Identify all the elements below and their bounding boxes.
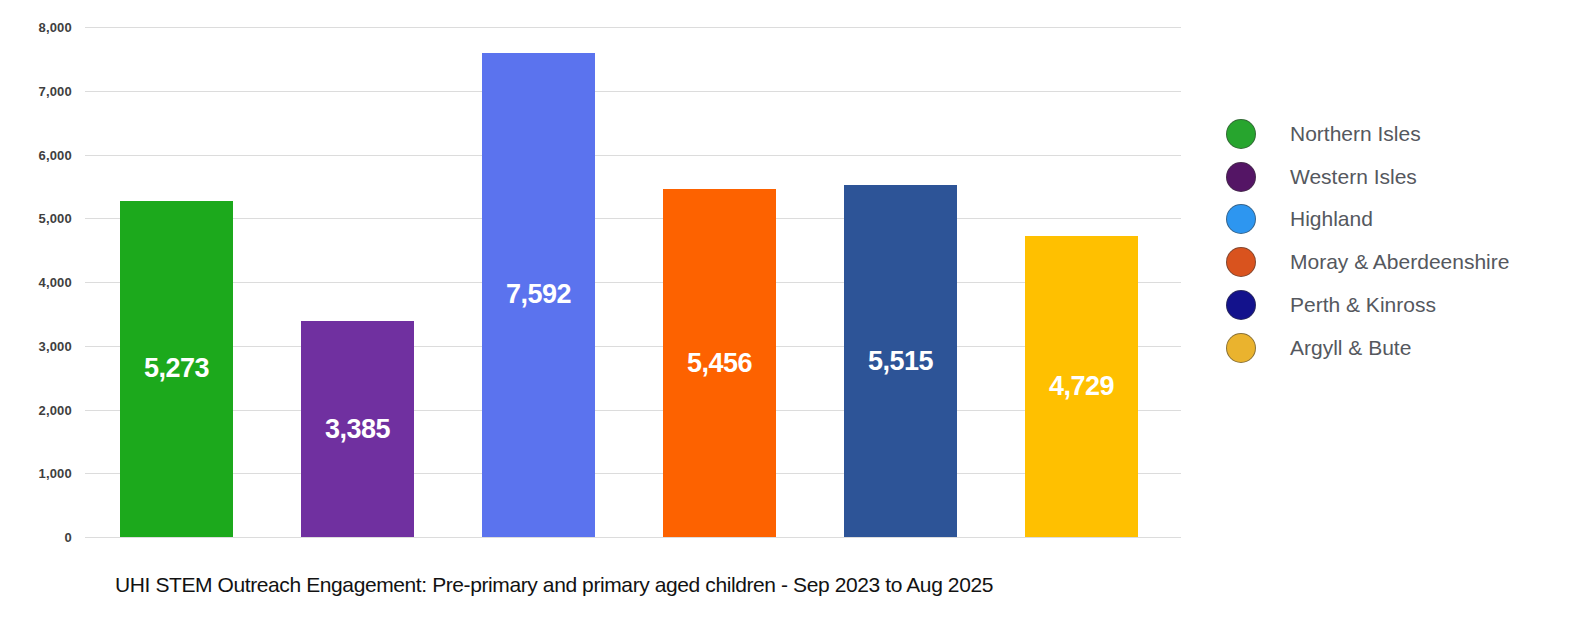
legend-circle-icon <box>1226 204 1256 234</box>
bar-perth-kinross: 5,515 <box>844 185 957 537</box>
legend-circle-icon <box>1226 162 1256 192</box>
legend-circle-icon <box>1226 247 1256 277</box>
legend-item-northern-isles: Northern Isles <box>1226 118 1421 150</box>
bar-value-label: 7,592 <box>506 279 571 310</box>
legend-item-western-isles: Western Isles <box>1226 161 1417 193</box>
legend-circle-icon <box>1226 290 1256 320</box>
bar-highland: 7,592 <box>482 53 595 537</box>
legend-item-highland: Highland <box>1226 203 1373 235</box>
bar-chart: 0 1,000 2,000 3,000 4,000 5,000 6,000 7,000 8,00… <box>0 0 1582 617</box>
bar-value-label: 4,729 <box>1049 371 1114 402</box>
legend-label: Perth & Kinross <box>1290 293 1436 317</box>
ytick-label-0: 0 <box>0 530 72 545</box>
ytick-label-8000: 8,000 <box>0 20 72 35</box>
gridline-8000 <box>85 27 1181 28</box>
gridline-1000 <box>85 473 1181 474</box>
bar-value-label: 5,456 <box>687 348 752 379</box>
legend-label: Western Isles <box>1290 165 1417 189</box>
legend-label: Moray & Aberdeenshire <box>1290 250 1509 274</box>
ytick-label-7000: 7,000 <box>0 83 72 98</box>
gridline-6000 <box>85 155 1181 156</box>
bar-western-isles: 3,385 <box>301 321 414 537</box>
gridline-2000 <box>85 410 1181 411</box>
ytick-label-4000: 4,000 <box>0 275 72 290</box>
bar-value-label: 3,385 <box>325 414 390 445</box>
bar-value-label: 5,273 <box>144 353 209 384</box>
bar-moray-aberdeenshire: 5,456 <box>663 189 776 537</box>
gridline-3000 <box>85 346 1181 347</box>
ytick-label-6000: 6,000 <box>0 147 72 162</box>
ytick-label-3000: 3,000 <box>0 338 72 353</box>
legend-label: Northern Isles <box>1290 122 1421 146</box>
gridline-0 <box>85 537 1181 538</box>
legend-label: Argyll & Bute <box>1290 336 1411 360</box>
ytick-label-1000: 1,000 <box>0 466 72 481</box>
ytick-label-2000: 2,000 <box>0 402 72 417</box>
ytick-label-5000: 5,000 <box>0 211 72 226</box>
legend-item-argyll-bute: Argyll & Bute <box>1226 332 1411 364</box>
legend-circle-icon <box>1226 119 1256 149</box>
gridline-5000 <box>85 218 1181 219</box>
bar-argyll-bute: 4,729 <box>1025 236 1138 537</box>
legend-label: Highland <box>1290 207 1373 231</box>
plot-area: 0 1,000 2,000 3,000 4,000 5,000 6,000 7,000 8,00… <box>0 0 1200 617</box>
chart-title: UHI STEM Outreach Engagement: Pre-primar… <box>115 573 993 597</box>
legend-item-perth-kinross: Perth & Kinross <box>1226 289 1436 321</box>
gridline-7000 <box>85 91 1181 92</box>
legend-circle-icon <box>1226 333 1256 363</box>
legend-item-moray-aberdeenshire: Moray & Aberdeenshire <box>1226 246 1509 278</box>
bar-northern-isles: 5,273 <box>120 201 233 537</box>
gridline-4000 <box>85 282 1181 283</box>
bar-value-label: 5,515 <box>868 346 933 377</box>
